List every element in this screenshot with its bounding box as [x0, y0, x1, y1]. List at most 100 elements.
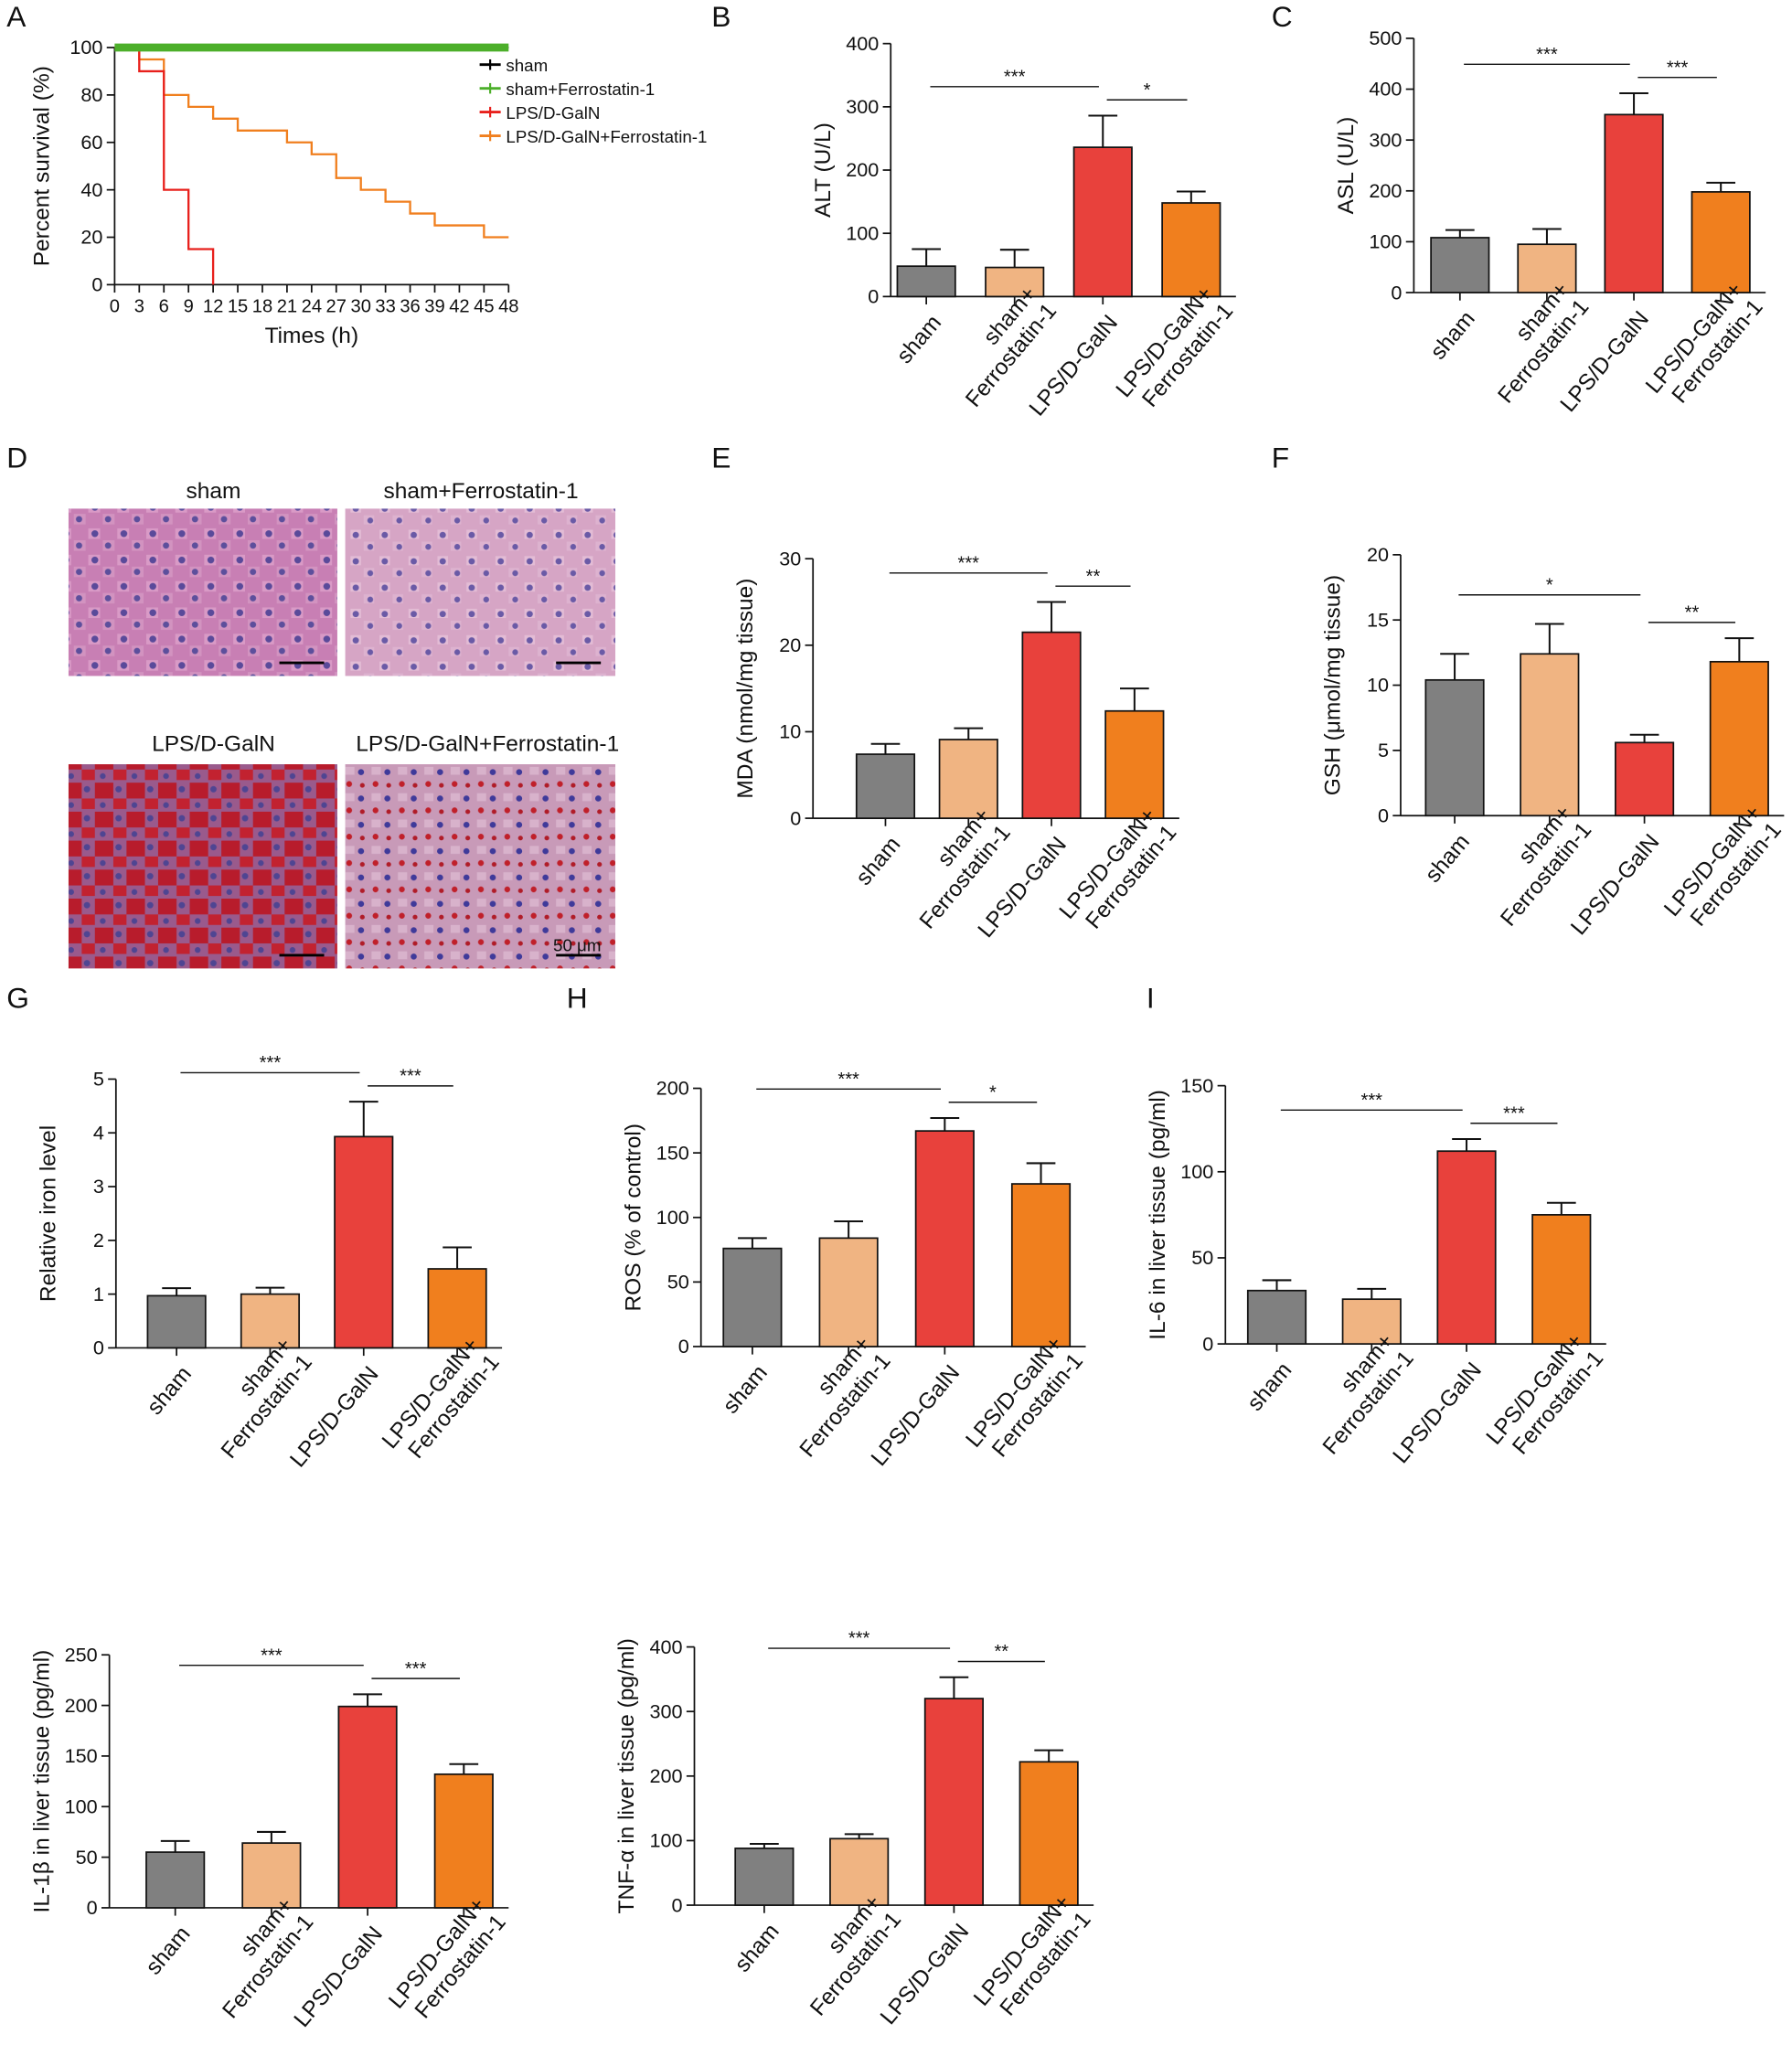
y-tick-label: 100: [649, 1829, 682, 1852]
legend-label: sham: [506, 56, 548, 75]
y-axis-title: Relative iron level: [37, 1125, 61, 1302]
panel-label: I: [1147, 982, 1155, 1015]
legend-label: LPS/D-GalN: [506, 103, 600, 122]
bar: [427, 1268, 487, 1349]
y-axis-title: TNF-α in liver tissue (pg/ml): [614, 1638, 639, 1913]
significance-label: ***: [957, 553, 979, 573]
x-tick-label-line: sham: [143, 1362, 197, 1420]
x-axis-title: Times (h): [265, 324, 359, 348]
x-tick-label: 18: [252, 297, 272, 317]
image-title: sham+Ferrostatin-1: [383, 479, 578, 504]
x-tick-label-line: sham: [1426, 306, 1480, 364]
x-tick-label: 15: [228, 297, 248, 317]
x-tick-label-line: sham: [851, 832, 905, 889]
significance-label: **: [994, 1642, 1008, 1662]
y-tick-label: 10: [1367, 674, 1389, 697]
y-tick-label: 0: [790, 806, 801, 829]
bar: [337, 1705, 398, 1909]
y-tick-label: 50: [667, 1271, 689, 1294]
y-tick-label: 500: [1369, 27, 1402, 49]
bar: [1424, 678, 1485, 817]
y-axis-title: Percent survival (%): [29, 66, 54, 266]
bar: [145, 1851, 206, 1909]
x-tick-label: LPS/D-GalN+Ferrostatin-1: [1055, 804, 1182, 941]
bar: [1709, 660, 1769, 817]
x-tick-label-line: sham: [892, 311, 946, 368]
x-tick-label: LPS/D-GalN+Ferrostatin-1: [1112, 282, 1239, 419]
x-tick-label-line: sham: [1243, 1358, 1296, 1415]
significance-label: ***: [837, 1070, 859, 1090]
x-tick-label: sham: [851, 832, 905, 889]
y-axis-title: MDA (nmol/mg tissue): [733, 579, 758, 799]
x-tick-label-line: sham: [719, 1360, 773, 1418]
histology-image: [345, 508, 616, 676]
y-tick-label: 50: [76, 1846, 98, 1869]
x-tick-label: sham: [141, 1922, 195, 1979]
x-tick-label: sham: [731, 1919, 784, 1976]
y-axis-title: ASL (U/L): [1334, 117, 1359, 215]
panel-label: G: [6, 982, 29, 1015]
x-tick-label: LPS/D-GalN+Ferrostatin-1: [1641, 278, 1768, 415]
significance-label: *: [989, 1082, 997, 1102]
panel-label: D: [6, 442, 27, 474]
y-tick-label: 5: [1378, 739, 1389, 761]
y-tick-label: 200: [1369, 179, 1402, 202]
bar: [1517, 243, 1577, 293]
bar: [334, 1135, 394, 1349]
significance-label: ***: [1536, 45, 1558, 65]
y-tick-label: 10: [779, 720, 801, 743]
significance-label: ***: [848, 1629, 870, 1649]
x-tick-label: LPS/D-GalN+Ferrostatin-1: [384, 1893, 511, 2030]
significance-label: ***: [1667, 58, 1689, 78]
bar: [1436, 1150, 1497, 1345]
x-tick-label: 33: [375, 297, 395, 317]
significance-label: ***: [260, 1053, 282, 1073]
bar: [146, 1294, 207, 1349]
y-tick-label: 0: [671, 1893, 682, 1916]
y-tick-label: 0: [93, 1337, 104, 1359]
y-tick-label: 100: [1180, 1160, 1213, 1183]
y-tick-label: 300: [1369, 128, 1402, 151]
bar: [818, 1237, 879, 1347]
y-tick-label: 100: [1369, 230, 1402, 253]
y-tick-label: 250: [65, 1643, 98, 1666]
panel-label: B: [711, 0, 731, 33]
y-axis-title: IL-1β in liver tissue (pg/ml): [29, 1650, 54, 1913]
y-tick-label: 150: [65, 1744, 98, 1767]
x-tick-label: 48: [498, 297, 518, 317]
survival-curve: [114, 46, 509, 239]
y-tick-label: 0: [1202, 1332, 1213, 1355]
x-tick-label-line: sham: [1421, 830, 1475, 888]
bar: [722, 1247, 783, 1347]
x-tick-label: 21: [277, 297, 297, 317]
bar: [1010, 1183, 1072, 1347]
y-tick-label: 4: [93, 1121, 104, 1144]
bar: [1691, 191, 1751, 293]
bar: [1019, 1761, 1079, 1906]
x-tick-label: LPS/D-GalN+Ferrostatin-1: [1482, 1329, 1609, 1466]
significance-label: **: [1086, 567, 1101, 587]
bar: [1615, 741, 1675, 817]
y-tick-label: 0: [1391, 281, 1402, 304]
y-tick-label: 80: [80, 83, 102, 106]
significance-label: *: [1546, 575, 1553, 595]
y-tick-label: 100: [65, 1794, 98, 1817]
bar: [896, 265, 956, 298]
y-tick-label: 15: [1367, 608, 1389, 631]
x-tick-label-line: sham: [141, 1922, 195, 1979]
histology-image: [68, 508, 337, 676]
y-tick-label: 100: [846, 221, 879, 244]
bar: [1520, 653, 1580, 817]
panel-label: E: [711, 442, 731, 474]
x-tick-label: 27: [326, 297, 347, 317]
y-tick-label: 200: [656, 1077, 689, 1100]
significance-label: **: [1685, 603, 1700, 623]
x-tick-label: 3: [134, 297, 144, 317]
y-tick-label: 0: [678, 1335, 689, 1358]
x-tick-label: 9: [184, 297, 194, 317]
significance-label: ***: [1360, 1091, 1382, 1111]
y-axis-title: GSH (μmol/mg tissue): [1321, 575, 1346, 795]
significance-label: ***: [1004, 68, 1026, 88]
significance-label: *: [1144, 80, 1151, 101]
